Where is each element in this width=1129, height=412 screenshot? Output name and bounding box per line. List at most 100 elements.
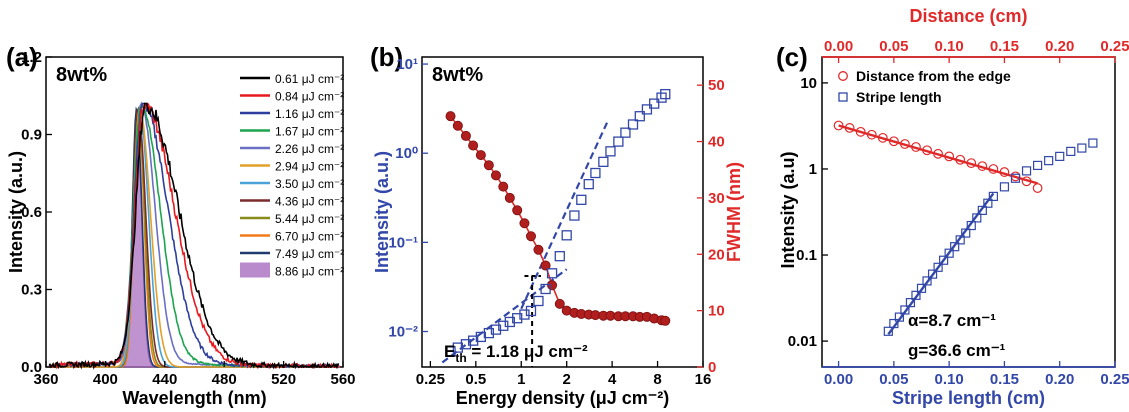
panel-c-legend: Distance from the edge Stripe length [838,68,1011,105]
panel-c-stripe-point [1055,151,1065,161]
panel-c-xtick-top-label: 0.15 [990,38,1019,55]
panel-a-ticks: 360 400 440 480 520 560 0.0 0.3 0.6 0.9 1.2 [21,49,355,388]
panel-c-stripe-point [900,305,910,315]
panel-c-stripe-point [950,242,960,252]
panel-b-xtick-label: 0.25 [416,371,445,388]
panel-c-stripe-point [939,255,949,265]
panel-b-intensity-point [554,251,565,262]
panel-a-annotation: 8wt% [56,64,107,86]
panel-b-intensity-point [605,146,616,157]
panel-a-ytick-label: 0.3 [21,282,42,299]
panel-b-intensity-point [649,98,660,109]
panel-a-legend-label: 4.36 μJ cm⁻² [275,195,344,209]
panel-c-g-annotation: g=36.6 cm⁻¹ [908,341,1006,360]
panel-a-curves [48,101,341,370]
panel-c-distance-point [977,161,988,171]
panel-c-xlabel-bottom: Stripe length (cm) [892,388,1045,408]
panel-c-alpha-annotation: α=8.7 cm⁻¹ [908,311,996,330]
panel-a-xtick-label: 400 [93,371,118,388]
panel-b-intensity-point [641,104,653,115]
panel-c-ytick-label: 0.01 [788,333,817,350]
panel-c-distance-point [855,126,866,137]
panel-c-distance-point [933,148,943,159]
panel-b-fwhm-point [490,170,501,181]
panel-c-stripe-point [911,290,921,300]
panel-b-intensity-point [475,331,487,343]
panel-b-fwhm-point [540,260,551,271]
panel-c-ylabel: Intensity (a.u) [778,151,798,268]
panel-c-stripe-point [894,312,904,322]
panel-c-stripe-point [922,276,932,286]
panel-c-stripe-point [961,228,971,238]
panel-b-ylabel-left: Intensity (a.u.) [372,151,392,273]
panel-c-legend-label-distance: Distance from the edge [856,68,1011,84]
panel-c-stripe-point [1088,138,1098,148]
panel-a-ytick-label: 1.2 [21,49,42,66]
panel-b-fwhm-point [525,231,536,242]
panel-b-annotation: 8wt% [432,64,483,86]
threshold-text: = 1.18 μJ cm⁻² [467,342,588,361]
panel-a-legend-label: 0.61 μJ cm⁻² [275,72,344,86]
panel-b-intensity-point [540,283,551,295]
panel-a-ytick-label: 0.9 [21,127,42,144]
panel-b-ytick-right-label: 50 [708,77,725,94]
panel-b-intensity-point [656,92,667,103]
panel-a-xtick-label: 480 [212,371,237,388]
panel-b-intensity-point [525,305,537,317]
panel-b-fwhm-line [449,115,666,322]
panel-c-distance-point [999,167,1010,177]
panel-b-fwhm-point [504,192,515,203]
panel-c-stripe-point [1010,173,1021,183]
panel-a-legend-label: 2.26 μJ cm⁻² [275,142,344,156]
panel-c-xtick-bottom-label: 0.15 [990,371,1019,388]
panel-b-intensity-point [569,210,580,221]
panel-b-intensity-point [519,309,530,320]
panel-a-legend-label: 0.84 μJ cm⁻² [275,90,344,104]
panel-b-intensity-point [445,346,456,357]
panel-c-distance-point [1032,183,1043,193]
panel-b-fwhm-point [554,298,565,309]
panel-a-legend-label: 1.67 μJ cm⁻² [275,125,344,139]
panel-c-xtick-bottom-label: 0.20 [1045,371,1074,388]
panel-a-xlabel: Wavelength (nm) [122,388,266,408]
panel-b-fwhm-point [533,244,544,255]
panel-b-intensity-point [627,119,639,130]
panel-b-fwhm-point [498,181,509,192]
panel-c-distance-point [944,151,955,162]
panel-b-xtick-label: 0.5 [465,371,486,388]
panel-c-stripe-point [966,220,976,231]
panel-b-intensity-point [613,136,624,147]
panel-a-xtick-label: 520 [271,371,296,388]
panel-b-fwhm-point [660,315,671,326]
panel-b-intensity-point [660,88,671,100]
panel-c-stripe-point [927,269,938,279]
panel-b-intensity-point [546,268,558,279]
panel-c-label: (c) [776,42,808,72]
panel-b-fwhm-point [475,150,486,161]
panel-c-stripe-point [972,213,982,223]
panel-c-ytick-label: 10 [800,75,817,92]
panel-c-legend-label-stripe: Stripe length [856,89,942,105]
panel-c-stripe-point [977,205,987,216]
panel-c-distance-point [844,123,855,133]
panel-b-ytick-right-label: 40 [708,134,725,151]
panel-a-xtick-label: 440 [152,371,177,388]
panel-b-ytick-right-label: 10 [708,303,725,320]
panel-a-label: (a) [6,42,38,72]
panel-c-distance-point [888,136,899,147]
panel-b-ticks: 0.25 0.5 1 2 4 8 16 10⁻² 10⁻¹ 10⁰ 10¹ 0 10 20 30 40 50 [388,56,724,388]
panel-c-stripe-point [889,318,899,329]
panel-b-fwhm-point [547,280,558,291]
panel-b-fwhm-point [460,130,471,141]
panel-c-stripe-point [955,235,965,245]
panel-b-fwhm-point [512,205,523,216]
panel-b-intensity-point [460,339,472,350]
panel-b-intensity-point [561,230,572,241]
panel-c-distance-point [877,132,888,143]
panel-a-legend-label: 8.86 μJ cm⁻² [275,265,344,279]
panel-b-xtick-label: 8 [653,371,661,388]
panel-b-ytick-left-label: 10⁰ [395,145,418,162]
panel-b-intensity-point [498,320,509,331]
panel-c-stripe-point [1044,156,1054,166]
